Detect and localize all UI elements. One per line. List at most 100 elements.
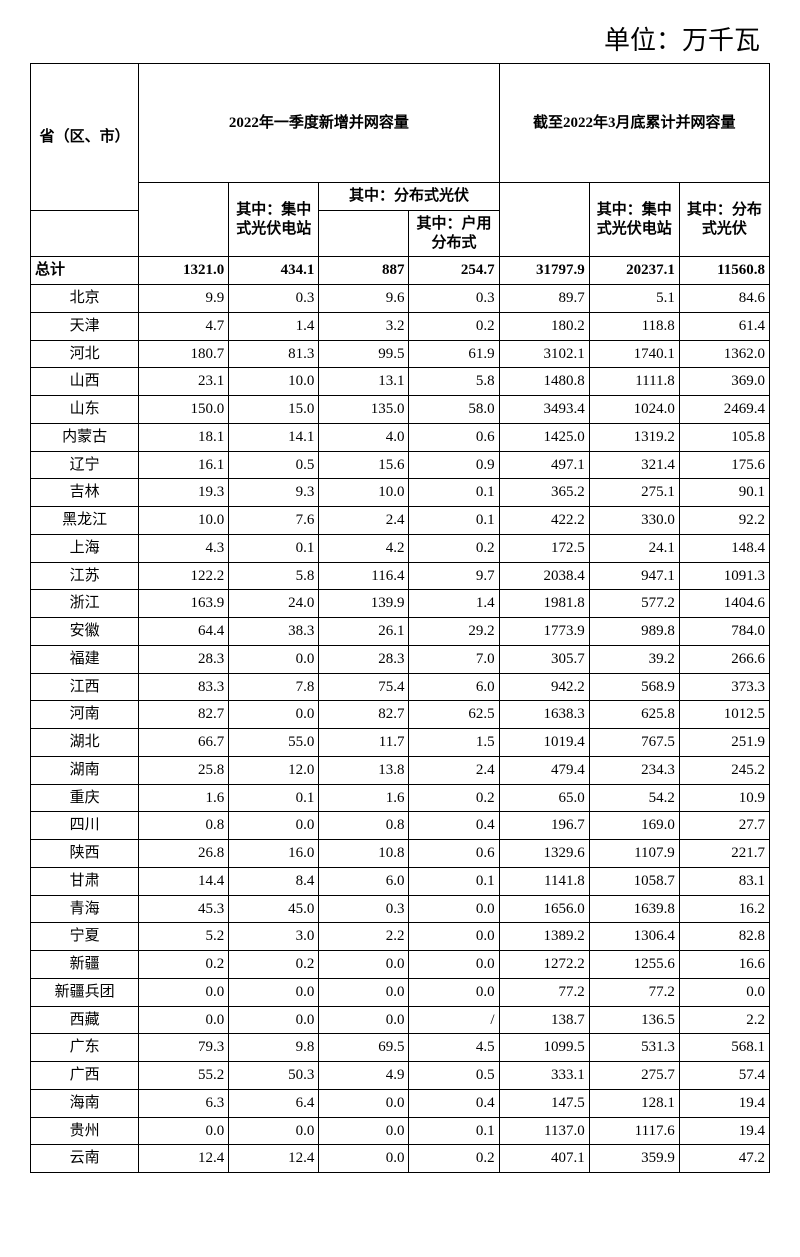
cell-q1-total: 14.4 (139, 867, 229, 895)
cell-q1-central: 0.0 (229, 701, 319, 729)
cell-q1-household: 0.3 (409, 285, 499, 313)
cell-q1-dist: 82.7 (319, 701, 409, 729)
table-row: 江西83.37.875.46.0942.2568.9373.3 (31, 673, 770, 701)
cell-q1-household: 62.5 (409, 701, 499, 729)
cell-q1-household: 0.5 (409, 1062, 499, 1090)
total-cum-central: 20237.1 (589, 257, 679, 285)
cell-q1-central: 7.6 (229, 507, 319, 535)
cell-q1-total: 26.8 (139, 840, 229, 868)
cell-cum-central: 947.1 (589, 562, 679, 590)
cell-q1-dist: 75.4 (319, 673, 409, 701)
cell-q1-household: 0.1 (409, 479, 499, 507)
cell-cum-central: 625.8 (589, 701, 679, 729)
cell-cum-total: 497.1 (499, 451, 589, 479)
cell-province: 青海 (31, 895, 139, 923)
cell-q1-dist: 0.0 (319, 951, 409, 979)
cell-cum-central: 169.0 (589, 812, 679, 840)
cell-province: 内蒙古 (31, 423, 139, 451)
cell-q1-total: 180.7 (139, 340, 229, 368)
cell-province: 浙江 (31, 590, 139, 618)
unit-label: 单位：万千瓦 (30, 20, 770, 57)
cell-cum-central: 1058.7 (589, 867, 679, 895)
cell-q1-dist: 11.7 (319, 729, 409, 757)
header-q1-household: 其中：户用分布式 (409, 210, 499, 257)
header-cum-central: 其中：集中式光伏电站 (589, 183, 679, 257)
cell-cum-total: 305.7 (499, 645, 589, 673)
cell-q1-total: 0.0 (139, 1006, 229, 1034)
cell-province: 吉林 (31, 479, 139, 507)
table-row: 四川0.80.00.80.4196.7169.027.7 (31, 812, 770, 840)
table-row: 贵州0.00.00.00.11137.01117.619.4 (31, 1117, 770, 1145)
cell-q1-total: 18.1 (139, 423, 229, 451)
header-q1-total-blank (139, 183, 229, 257)
cell-cum-dist: 19.4 (679, 1117, 769, 1145)
table-row: 广西55.250.34.90.5333.1275.757.4 (31, 1062, 770, 1090)
table-row: 陕西26.816.010.80.61329.61107.9221.7 (31, 840, 770, 868)
table-row: 云南12.412.40.00.2407.1359.947.2 (31, 1145, 770, 1173)
cell-province: 山西 (31, 368, 139, 396)
total-cum-total: 31797.9 (499, 257, 589, 285)
cell-cum-total: 1137.0 (499, 1117, 589, 1145)
cell-cum-dist: 0.0 (679, 978, 769, 1006)
cell-province: 上海 (31, 534, 139, 562)
cell-cum-dist: 83.1 (679, 867, 769, 895)
cell-cum-dist: 10.9 (679, 784, 769, 812)
cell-q1-dist: 2.2 (319, 923, 409, 951)
cell-cum-dist: 1404.6 (679, 590, 769, 618)
table-row: 重庆1.60.11.60.265.054.210.9 (31, 784, 770, 812)
cell-province: 河南 (31, 701, 139, 729)
cell-q1-household: 1.5 (409, 729, 499, 757)
cell-cum-total: 172.5 (499, 534, 589, 562)
cell-cum-dist: 245.2 (679, 756, 769, 784)
cell-q1-household: 0.4 (409, 1089, 499, 1117)
cell-q1-household: 0.2 (409, 312, 499, 340)
cell-q1-dist: 0.3 (319, 895, 409, 923)
cell-province: 云南 (31, 1145, 139, 1173)
cell-cum-dist: 221.7 (679, 840, 769, 868)
cell-q1-household: 0.0 (409, 951, 499, 979)
cell-cum-dist: 568.1 (679, 1034, 769, 1062)
cell-cum-central: 5.1 (589, 285, 679, 313)
header-cum-total-blank (499, 183, 589, 257)
cell-q1-central: 12.0 (229, 756, 319, 784)
cell-cum-dist: 369.0 (679, 368, 769, 396)
cell-q1-central: 8.4 (229, 867, 319, 895)
cell-q1-household: 58.0 (409, 396, 499, 424)
cell-cum-dist: 2.2 (679, 1006, 769, 1034)
cell-q1-dist: 13.1 (319, 368, 409, 396)
cell-cum-total: 3493.4 (499, 396, 589, 424)
cell-cum-dist: 784.0 (679, 618, 769, 646)
cell-q1-household: 0.4 (409, 812, 499, 840)
cell-q1-central: 0.0 (229, 812, 319, 840)
cell-q1-total: 23.1 (139, 368, 229, 396)
cell-q1-central: 10.0 (229, 368, 319, 396)
total-cum-dist: 11560.8 (679, 257, 769, 285)
cell-q1-household: 29.2 (409, 618, 499, 646)
cell-province: 新疆 (31, 951, 139, 979)
cell-cum-total: 333.1 (499, 1062, 589, 1090)
cell-q1-central: 45.0 (229, 895, 319, 923)
cell-cum-total: 1773.9 (499, 618, 589, 646)
cell-cum-central: 767.5 (589, 729, 679, 757)
cell-q1-total: 9.9 (139, 285, 229, 313)
total-q1-total: 1321.0 (139, 257, 229, 285)
cell-cum-central: 1740.1 (589, 340, 679, 368)
cell-cum-total: 365.2 (499, 479, 589, 507)
cell-province: 福建 (31, 645, 139, 673)
table-row: 上海4.30.14.20.2172.524.1148.4 (31, 534, 770, 562)
cell-cum-total: 196.7 (499, 812, 589, 840)
cell-q1-household: 0.0 (409, 923, 499, 951)
cell-province: 甘肃 (31, 867, 139, 895)
cell-q1-central: 5.8 (229, 562, 319, 590)
cell-cum-dist: 19.4 (679, 1089, 769, 1117)
cell-q1-central: 3.0 (229, 923, 319, 951)
header-q1-dist: 其中：分布式光伏 (319, 183, 499, 211)
cell-cum-dist: 373.3 (679, 673, 769, 701)
cell-cum-total: 1272.2 (499, 951, 589, 979)
table-row: 广东79.39.869.54.51099.5531.3568.1 (31, 1034, 770, 1062)
table-row: 湖南25.812.013.82.4479.4234.3245.2 (31, 756, 770, 784)
table-row: 江苏122.25.8116.49.72038.4947.11091.3 (31, 562, 770, 590)
cell-cum-dist: 47.2 (679, 1145, 769, 1173)
table-row: 甘肃14.48.46.00.11141.81058.783.1 (31, 867, 770, 895)
cell-q1-total: 6.3 (139, 1089, 229, 1117)
